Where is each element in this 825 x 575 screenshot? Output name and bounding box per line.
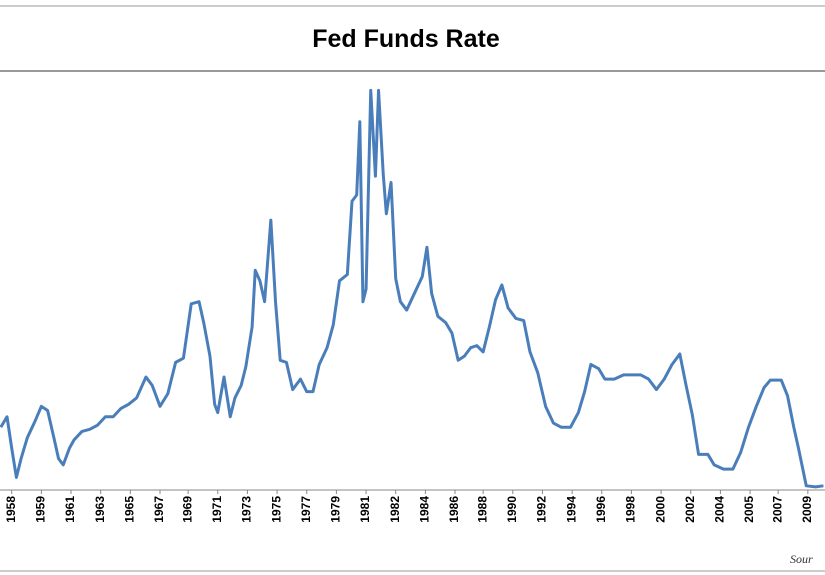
x-tick-label: 1961 bbox=[63, 496, 77, 523]
x-tick-label: 1988 bbox=[475, 496, 489, 523]
x-tick-label: 2005 bbox=[742, 496, 756, 523]
x-tick-label: 1977 bbox=[299, 496, 313, 523]
x-tick-label: 2009 bbox=[800, 496, 814, 523]
x-tick-label: 1982 bbox=[388, 496, 402, 523]
x-tick-label: 1963 bbox=[93, 496, 107, 523]
x-tick-label: 1998 bbox=[624, 496, 638, 523]
x-tick-label: 1994 bbox=[564, 496, 578, 523]
x-tick-label: 1973 bbox=[240, 496, 254, 523]
x-tick-label: 1969 bbox=[180, 496, 194, 523]
x-tick-label: 2000 bbox=[653, 496, 667, 523]
x-tick-label: 1959 bbox=[34, 496, 48, 523]
x-tick-label: 1996 bbox=[594, 496, 608, 523]
x-tick-label: 1971 bbox=[210, 496, 224, 523]
x-tick-label: 2004 bbox=[713, 496, 727, 523]
rate-line bbox=[0, 88, 824, 489]
x-tick-label: 1992 bbox=[535, 496, 549, 523]
chart-title: Fed Funds Rate bbox=[312, 25, 500, 53]
x-tick-label: 1979 bbox=[329, 496, 343, 523]
x-tick-label: 1975 bbox=[269, 496, 283, 523]
x-tick-label: 1981 bbox=[358, 496, 372, 523]
x-tick-label: 1986 bbox=[447, 496, 461, 523]
x-tick-label: 2002 bbox=[683, 496, 697, 523]
x-tick-label: 1965 bbox=[123, 496, 137, 523]
x-tick-label: 1958 bbox=[4, 496, 18, 523]
x-tick-label: 2007 bbox=[770, 496, 784, 523]
source-note: Sour bbox=[790, 552, 813, 566]
x-tick-label: 1984 bbox=[418, 496, 432, 523]
x-tick-label: 1967 bbox=[152, 496, 166, 523]
x-tick-label: 1990 bbox=[505, 496, 519, 523]
